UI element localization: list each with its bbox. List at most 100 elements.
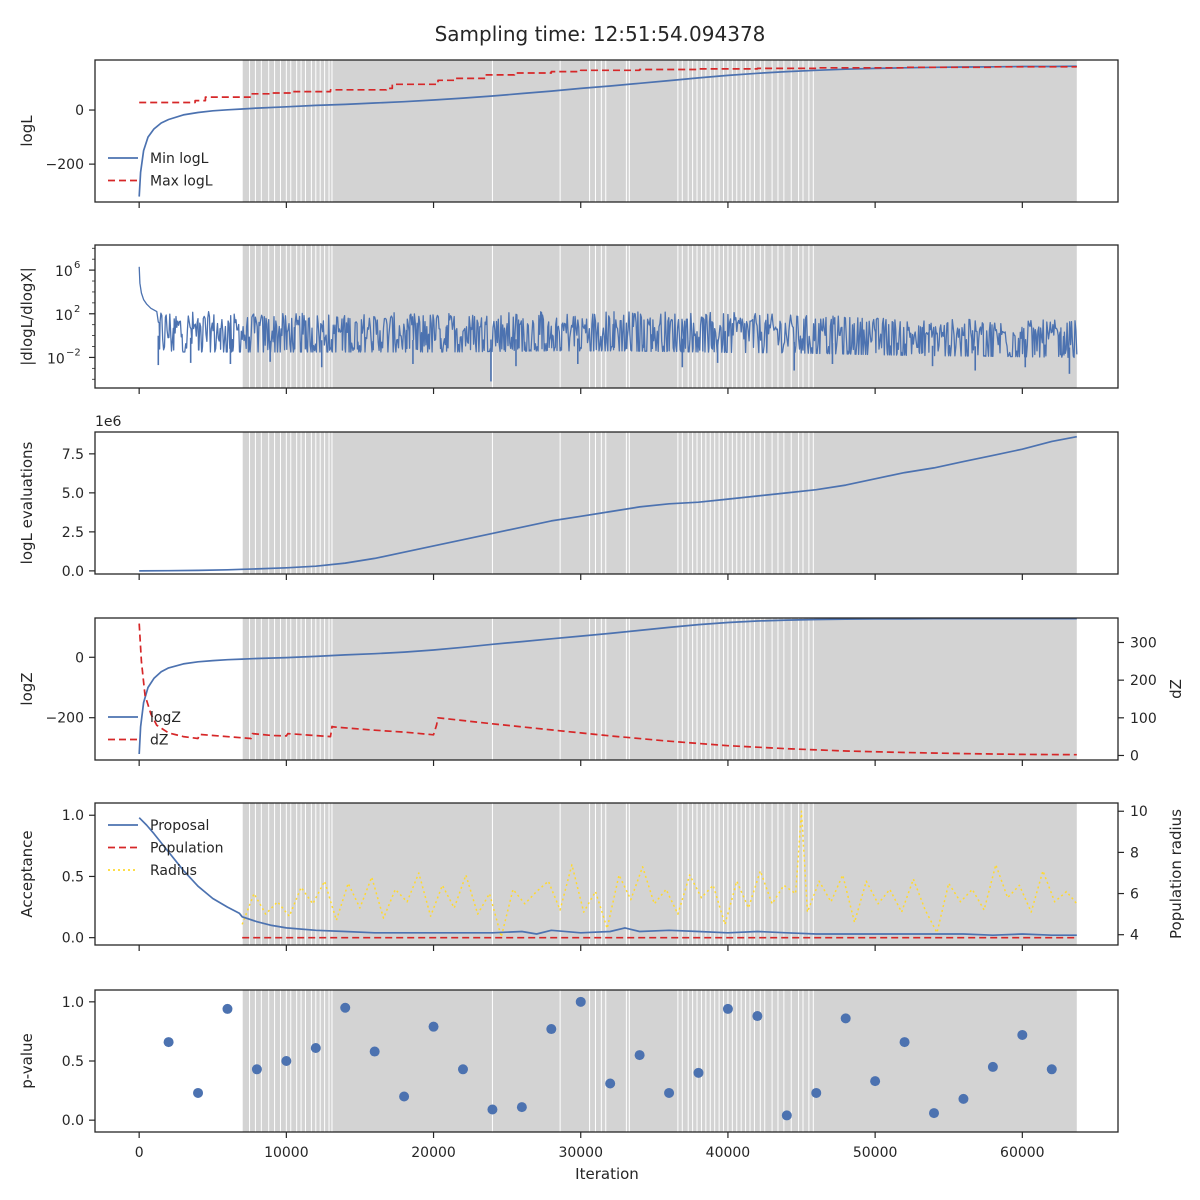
y-tick-label: 0.0 [62, 564, 84, 580]
axes-frame [94, 59, 1119, 203]
series-layer [163, 996, 1057, 1121]
y-axis-label: |dlogL/dlogX| [18, 267, 36, 366]
y-axis-label: Acceptance [18, 830, 36, 917]
legend-label: dZ [150, 733, 168, 749]
pvalue-point [399, 1091, 410, 1102]
y-tick-label: 0.5 [62, 1054, 84, 1070]
axes-frame [94, 431, 1119, 575]
y2-tick-label: 300 [1130, 635, 1157, 651]
pvalue-point [752, 1011, 763, 1022]
pvalue-point [251, 1064, 262, 1075]
y2-tick-label: 100 [1130, 711, 1157, 727]
pvalue-point [340, 1002, 351, 1013]
y-tick-label: 2.5 [62, 525, 84, 541]
series-layer [138, 810, 1078, 939]
legend-label: Radius [150, 863, 197, 879]
series-line-radius [241, 810, 1078, 938]
y-axis-label: p-value [18, 1033, 36, 1089]
pvalue-point [781, 1110, 792, 1121]
y-tick-label: 10 [55, 264, 73, 280]
subplot-logL: 0 −200 logL Min logL Max logL [18, 59, 1119, 208]
y-tick-label: 1.0 [62, 995, 84, 1011]
series-line-dz [138, 623, 1077, 756]
pvalue-point [693, 1067, 704, 1078]
y-tick-label: 0.0 [62, 931, 84, 947]
x-tick-label: 0 [135, 1145, 144, 1161]
series-line-proposal [138, 817, 1077, 937]
x-axis-label: Iteration [575, 1165, 639, 1183]
pvalue-point [575, 996, 586, 1007]
pvalue-point [840, 1013, 851, 1024]
legend-label: Proposal [150, 818, 209, 834]
y2-axis-label: Population radius [1167, 809, 1185, 939]
series-layer [138, 266, 1078, 382]
shaded-band [242, 803, 1077, 945]
pvalue-point [310, 1042, 321, 1053]
subplot-evaluations: 0.0 2.5 5.0 7.5 1e6 logL evaluations [18, 414, 1119, 580]
y-tick-label: 0.0 [62, 1113, 84, 1129]
shaded-region [241, 245, 1077, 388]
y2-tick-label: 8 [1130, 845, 1139, 861]
pvalue-point [929, 1108, 940, 1119]
shaded-band [242, 432, 1077, 574]
shaded-region [241, 618, 1077, 760]
shaded-band [242, 618, 1077, 760]
y-tick-label: 7.5 [62, 447, 84, 463]
y-axis-label: logZ [18, 672, 36, 705]
series-line-min-logl [138, 65, 1077, 197]
y2-tick-label: 4 [1130, 928, 1139, 944]
pvalue-point [428, 1021, 439, 1032]
pvalue-point [634, 1050, 645, 1061]
series-line-gradient [138, 266, 1078, 359]
figure-title: Sampling time: 12:51:54.094378 [435, 22, 766, 46]
legend-label: Max logL [150, 174, 213, 190]
pvalue-point [457, 1064, 468, 1075]
y-axis-label: logL [18, 115, 36, 147]
y-tick-label: 0 [75, 103, 84, 119]
x-tick-label: 60000 [1000, 1145, 1045, 1161]
legend-label: Population [150, 841, 224, 857]
subplot-evidence: 0 −200 0 100 200 300 logZ dZ logZ dZ [18, 617, 1185, 766]
pvalue-point [516, 1102, 527, 1113]
pvalue-point [722, 1003, 733, 1014]
pvalue-point [193, 1087, 204, 1098]
pvalue-point [163, 1037, 174, 1048]
pvalue-point [958, 1093, 969, 1104]
y-tick-label: 10 [55, 308, 73, 324]
y-tick-label: 1.0 [62, 808, 84, 824]
pvalue-point [664, 1087, 675, 1098]
shaded-region [241, 60, 1077, 202]
pvalue-point [281, 1056, 292, 1066]
subplot-pvalue: 0.0 0.5 1.0 p-value 0 10000 20000 30000 40000 500… [18, 989, 1119, 1161]
y-tick-label: 0.5 [62, 869, 84, 885]
x-tick-label: 20000 [411, 1145, 456, 1161]
axes-frame [94, 244, 1119, 389]
pvalue-point [369, 1046, 380, 1057]
x-tick-label: 40000 [706, 1145, 751, 1161]
y2-tick-label: 0 [1130, 748, 1139, 764]
pvalue-point [811, 1087, 822, 1098]
pvalue-point [487, 1104, 498, 1115]
y-axis-label: logL evaluations [18, 441, 36, 564]
y-tick-label: −200 [46, 157, 84, 173]
subplot-acceptance: 0.0 0.5 1.0 4 6 8 10 Acceptance Population radiu… [18, 802, 1185, 951]
shaded-band [242, 245, 1077, 388]
series-line-logz [138, 618, 1077, 755]
x-tick-label: 50000 [853, 1145, 898, 1161]
axis-scale-label: 1e6 [95, 414, 122, 430]
series-line-max-logl [139, 65, 1077, 104]
y-tick-label: 5.0 [62, 486, 84, 502]
y-tick-label: 10 [47, 351, 65, 367]
series-layer [139, 435, 1077, 572]
y-tick-label: −200 [46, 711, 84, 727]
x-tick-label: 10000 [264, 1145, 309, 1161]
pvalue-point [870, 1076, 881, 1087]
pvalue-point [1046, 1064, 1057, 1075]
y-tick-exponent: −2 [66, 347, 81, 358]
series-layer [138, 65, 1077, 197]
pvalue-point [987, 1061, 998, 1072]
shaded-band [242, 990, 1077, 1132]
pvalue-point [899, 1037, 910, 1048]
